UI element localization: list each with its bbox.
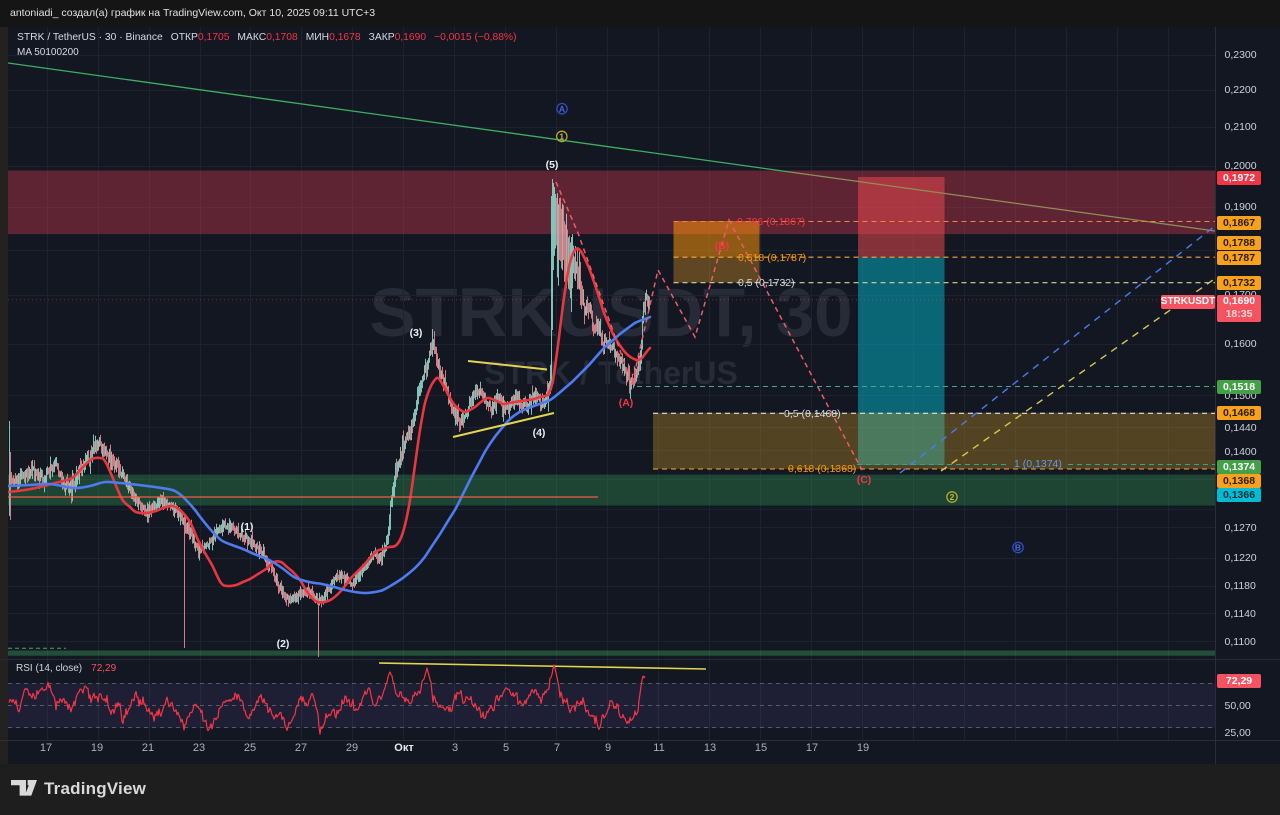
- svg-text:2: 2: [950, 492, 955, 502]
- svg-text:1: 1: [559, 132, 564, 142]
- svg-text:B: B: [1015, 543, 1021, 553]
- svg-text:A: A: [559, 104, 565, 114]
